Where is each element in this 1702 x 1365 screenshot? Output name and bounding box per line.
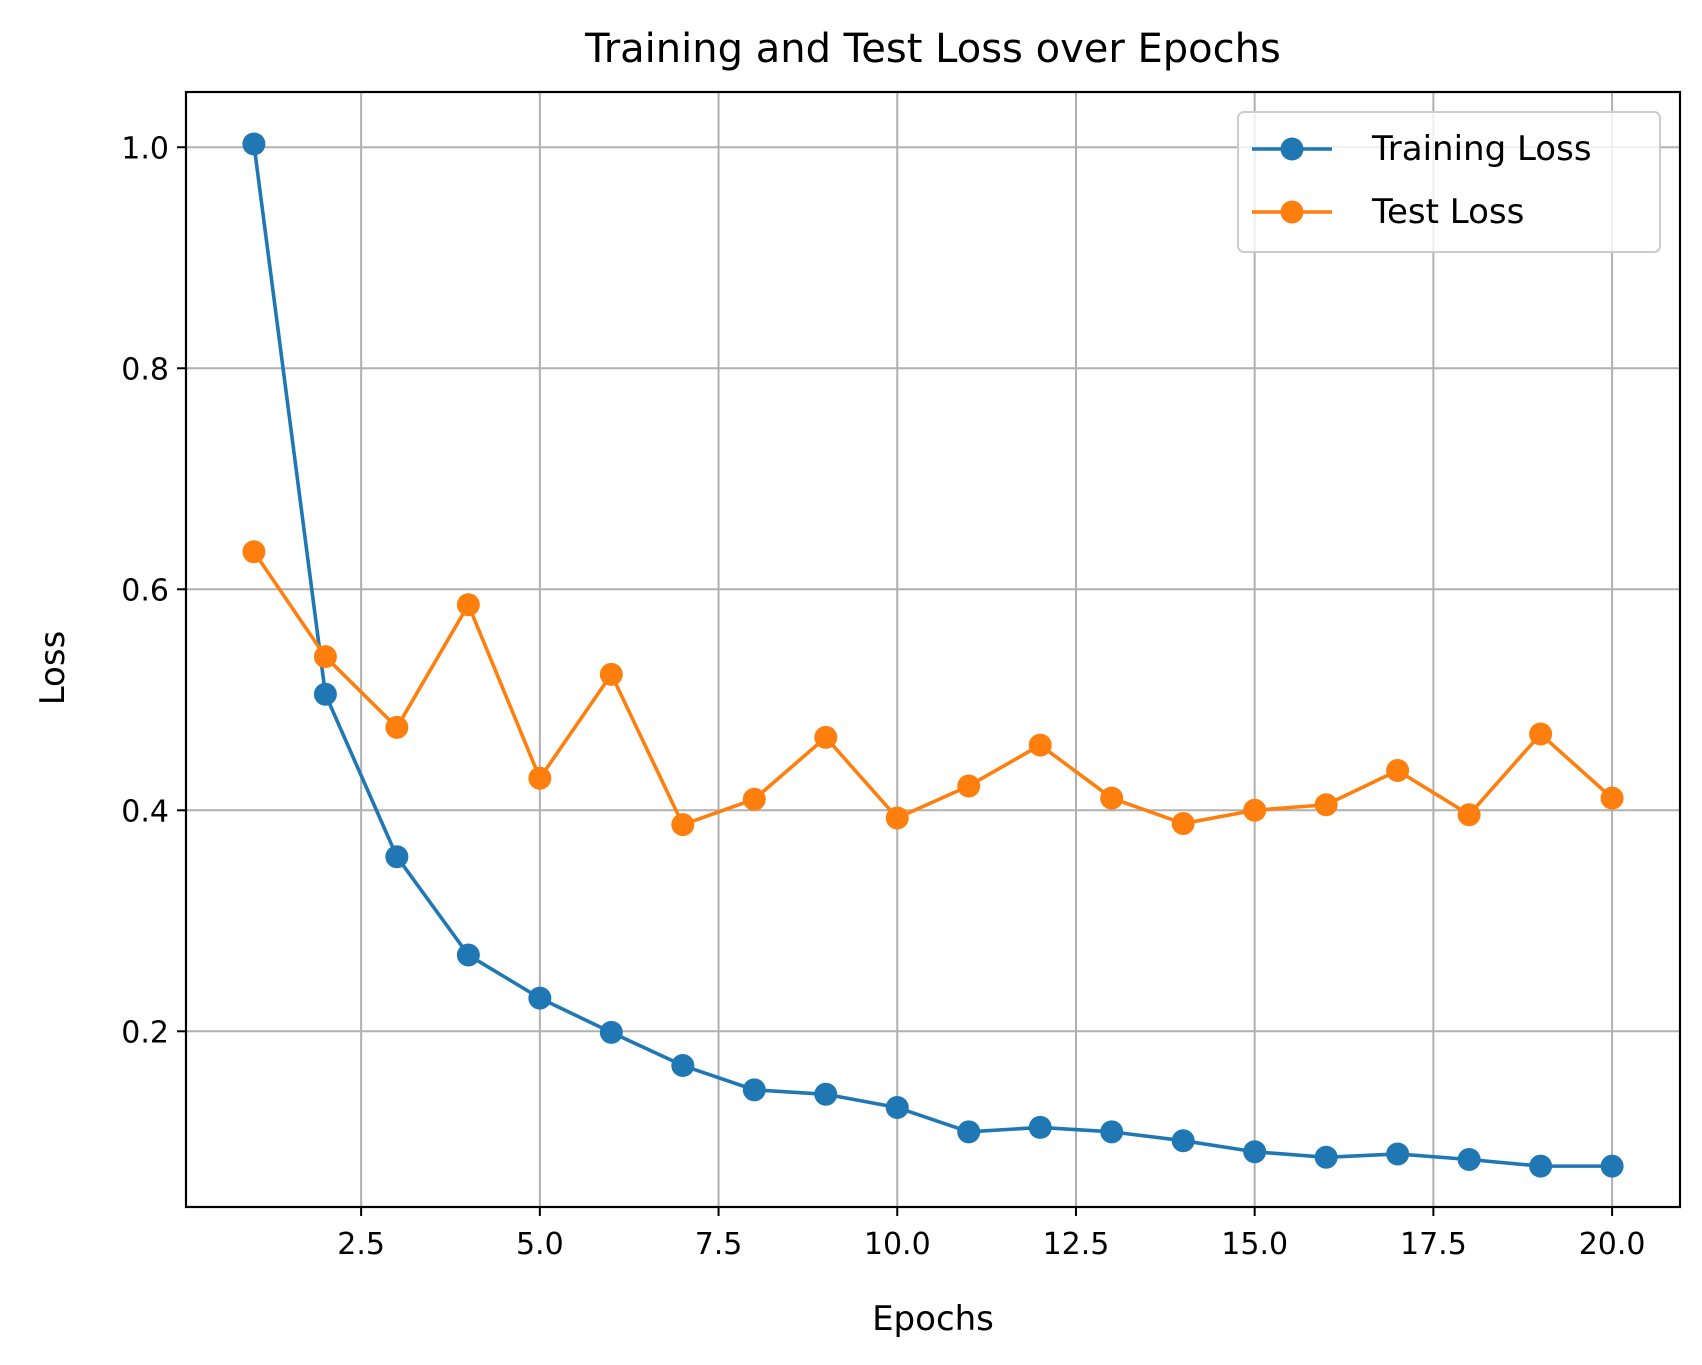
series-training-loss (242, 132, 1624, 1178)
x-axis-label: Epochs (872, 1299, 994, 1339)
x-tick-label: 5.0 (516, 1227, 564, 1262)
data-point (313, 645, 337, 669)
series-test-loss (242, 540, 1624, 837)
data-point (1457, 1147, 1481, 1171)
data-point (957, 774, 981, 798)
data-point (1600, 786, 1624, 810)
x-tick-label: 12.5 (1043, 1227, 1110, 1262)
axis-ticks: 2.5 5.0 7.5 10.0 12.5 15.0 17.5 20.0 0.2 0.4 0.6 0.… (121, 131, 1645, 1262)
data-point (671, 813, 695, 837)
y-tick-label: 0.8 (121, 352, 169, 387)
y-tick-label: 0.4 (121, 794, 169, 829)
x-tick-label: 20.0 (1579, 1227, 1646, 1262)
data-point (1028, 733, 1052, 757)
x-tick-label: 7.5 (695, 1227, 743, 1262)
data-point (1386, 759, 1410, 783)
legend-label: Test Loss (1371, 192, 1524, 232)
legend-item: Test Loss (1252, 192, 1524, 232)
data-point (1600, 1154, 1624, 1178)
data-point (528, 986, 552, 1010)
legend-item: Training Loss (1252, 129, 1592, 169)
data-point (1457, 803, 1481, 827)
data-point (1100, 786, 1124, 810)
data-point (599, 662, 623, 686)
data-point (742, 1078, 766, 1102)
data-point (242, 132, 266, 156)
series-line (252, 143, 1613, 1168)
data-point (1171, 1129, 1195, 1153)
x-tick-label: 10.0 (864, 1227, 931, 1262)
data-point (1529, 1154, 1553, 1178)
series-line (252, 550, 1614, 827)
data-point (1171, 812, 1195, 836)
data-point (885, 1096, 909, 1120)
legend-label: Training Loss (1371, 129, 1592, 169)
data-point (1028, 1115, 1052, 1139)
data-point (1100, 1120, 1124, 1144)
data-point (599, 1020, 623, 1044)
x-tick-label: 17.5 (1400, 1227, 1467, 1262)
data-point (1314, 793, 1338, 817)
data-point (528, 766, 552, 790)
y-tick-label: 1.0 (121, 131, 169, 166)
data-point (1386, 1142, 1410, 1166)
legend-marker (1280, 137, 1304, 161)
data-point (885, 806, 909, 830)
x-tick-label: 15.0 (1221, 1227, 1288, 1262)
x-tick-label: 2.5 (337, 1227, 385, 1262)
data-point (1243, 798, 1267, 822)
plot-frame (184, 90, 1682, 1209)
y-tick-label: 0.2 (121, 1015, 169, 1050)
data-series (242, 132, 1624, 1178)
data-point (671, 1054, 695, 1078)
data-point (242, 540, 266, 564)
chart-title: Training and Test Loss over Epochs (584, 26, 1281, 72)
data-point (814, 725, 838, 749)
data-point (385, 715, 409, 739)
data-point (957, 1120, 981, 1144)
legend: Training Loss Test Loss (1237, 111, 1661, 253)
data-point (814, 1082, 838, 1106)
legend-box (1237, 111, 1661, 253)
data-point (456, 943, 480, 967)
data-point (385, 845, 409, 869)
data-point (313, 682, 337, 706)
y-axis-label: Loss (33, 631, 73, 706)
data-point (742, 787, 766, 811)
data-point (1529, 722, 1553, 746)
y-tick-label: 0.6 (121, 573, 169, 608)
grid-lines (186, 92, 1680, 1207)
legend-marker (1280, 200, 1304, 224)
data-point (456, 593, 480, 617)
data-point (1243, 1140, 1267, 1164)
data-point (1314, 1145, 1338, 1169)
